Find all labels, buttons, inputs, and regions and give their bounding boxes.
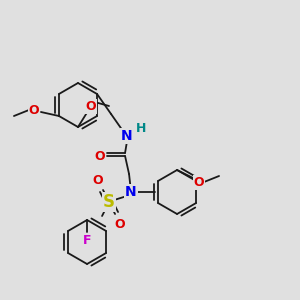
Text: O: O bbox=[93, 173, 104, 187]
Text: O: O bbox=[28, 103, 39, 116]
Text: H: H bbox=[136, 122, 146, 134]
Text: N: N bbox=[121, 129, 133, 143]
Text: O: O bbox=[194, 176, 204, 188]
Text: O: O bbox=[86, 100, 96, 112]
Text: N: N bbox=[125, 185, 137, 199]
Text: O: O bbox=[95, 149, 105, 163]
Text: S: S bbox=[103, 193, 115, 211]
Text: O: O bbox=[115, 218, 125, 230]
Text: F: F bbox=[83, 233, 91, 247]
